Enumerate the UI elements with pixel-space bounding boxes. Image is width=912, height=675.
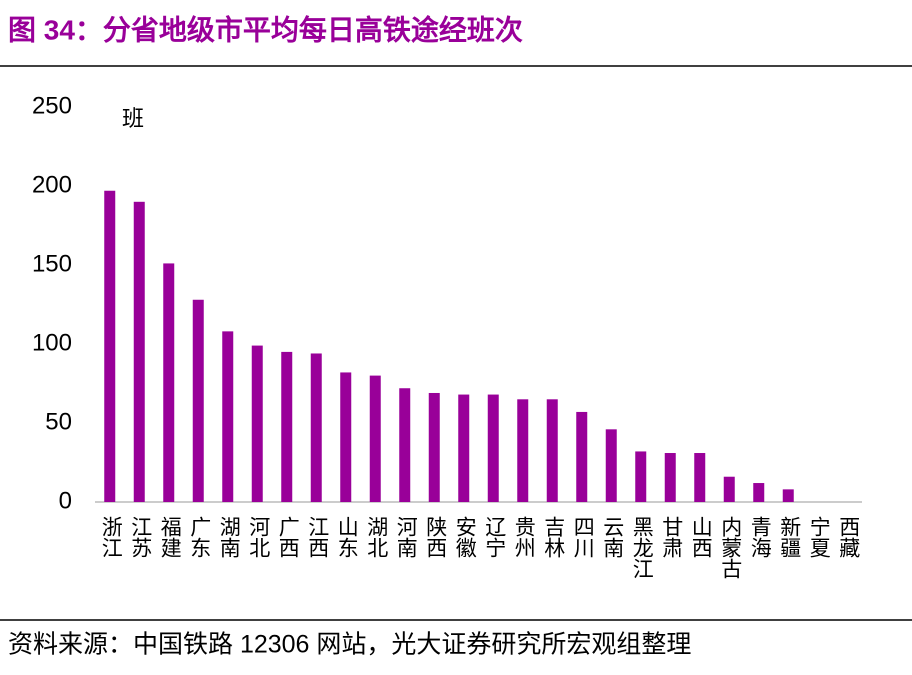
bar [605,429,617,502]
x-tick-label: 江西 [306,516,330,558]
bar [694,453,706,502]
y-tick-label: 250 [32,92,72,119]
bar [251,345,263,502]
x-tick-label: 青海 [748,516,772,558]
x-tick-label: 山西 [689,516,712,558]
bar [399,388,411,502]
bar [163,263,175,502]
bar [753,483,765,502]
source-note: 资料来源：中国铁路 12306 网站，光大证券研究所宏观组整理 [8,631,691,659]
bar [576,411,588,502]
x-tick-label: 广西 [276,516,300,558]
bar [517,399,529,502]
y-tick-label: 150 [32,250,72,277]
bar [222,331,234,502]
bar [340,372,352,502]
bar [782,489,794,502]
x-tick-label: 安徽 [453,516,477,558]
x-tick-label: 云南 [601,516,624,558]
x-tick-label: 宁夏 [807,516,831,558]
x-tick-label: 湖南 [217,516,241,558]
x-tick-label: 广东 [188,516,212,558]
bar [635,451,647,502]
x-tick-label: 黑龙江 [630,516,654,579]
x-tick-label: 河北 [247,516,271,558]
x-tick-label: 山东 [335,516,358,558]
x-tick-label: 陕西 [424,516,447,558]
bar [458,394,470,502]
x-tick-label: 辽宁 [483,516,507,558]
bar [428,392,440,502]
y-tick-label: 50 [45,408,72,435]
chart-title: 图 34：分省地级市平均每日高铁途经班次 [8,13,523,45]
x-tick-label: 湖北 [365,516,389,558]
bar [546,399,558,502]
y-tick-label: 0 [59,487,72,514]
x-tick-label: 吉林 [542,516,566,558]
x-tick-label: 四川 [571,516,595,558]
x-tick-label: 新疆 [778,516,802,558]
bar [369,375,381,502]
x-tick-label: 浙江 [99,516,123,558]
bar [664,453,676,502]
x-tick-label: 河南 [394,516,418,558]
x-tick-label: 西藏 [837,516,861,558]
bar [487,394,499,502]
bar [192,299,204,502]
bar [310,353,322,502]
x-tick-label: 甘肃 [660,516,684,558]
bar [104,190,116,503]
x-tick-label: 江苏 [129,516,153,558]
unit-label: 班 [122,106,144,131]
bar [723,476,735,502]
bar [133,201,145,503]
x-tick-label: 福建 [158,516,182,558]
x-tick-label: 贵州 [512,516,536,558]
y-tick-label: 100 [32,329,72,356]
bar [281,351,293,502]
y-tick-label: 200 [32,171,72,198]
x-tick-label: 内蒙古 [719,516,742,579]
